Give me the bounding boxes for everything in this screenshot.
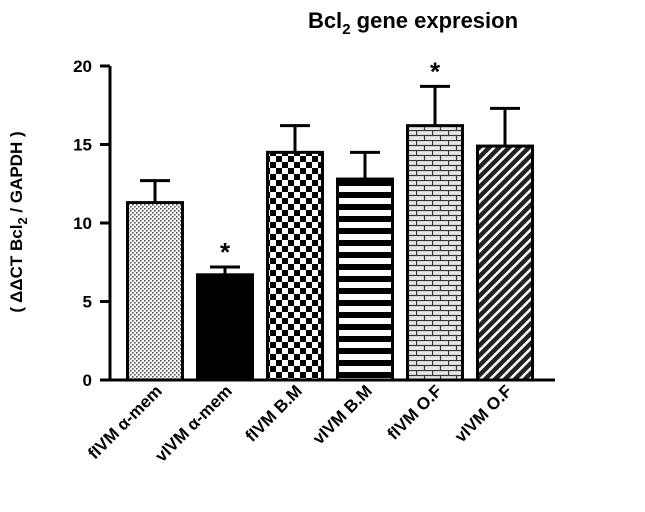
y-tick-label: 5 bbox=[83, 293, 92, 312]
y-tick-label: 10 bbox=[73, 214, 92, 233]
x-tick-label: fIVM B.M bbox=[242, 381, 306, 445]
bars bbox=[126, 124, 534, 382]
y-tick-label: 20 bbox=[73, 57, 92, 76]
x-tick-label: fIVM O.F bbox=[384, 381, 446, 443]
bar bbox=[126, 201, 184, 382]
significance-markers: ** bbox=[220, 56, 441, 267]
error-bars bbox=[140, 84, 520, 275]
significance-star: * bbox=[220, 237, 231, 267]
y-tick-label: 15 bbox=[73, 136, 92, 155]
bar bbox=[266, 150, 324, 382]
chart-title: Bcl2 gene expresion bbox=[308, 8, 518, 38]
y-ticks: 0 5 10 15 20 bbox=[73, 57, 110, 390]
bar bbox=[476, 144, 534, 382]
bar bbox=[196, 273, 254, 382]
y-tick-label: 0 bbox=[83, 371, 92, 390]
x-tick-label: vIVM O.F bbox=[451, 381, 516, 446]
significance-star: * bbox=[430, 56, 441, 86]
bar bbox=[336, 177, 394, 382]
y-axis-label: ( ΔΔCT Bcl2 / GAPDH ) bbox=[7, 131, 30, 312]
title-subscript: 2 bbox=[342, 21, 350, 38]
x-tick-label: vIVM B.M bbox=[309, 381, 376, 448]
ylabel-subscript: 2 bbox=[15, 217, 30, 224]
bar bbox=[406, 124, 464, 382]
